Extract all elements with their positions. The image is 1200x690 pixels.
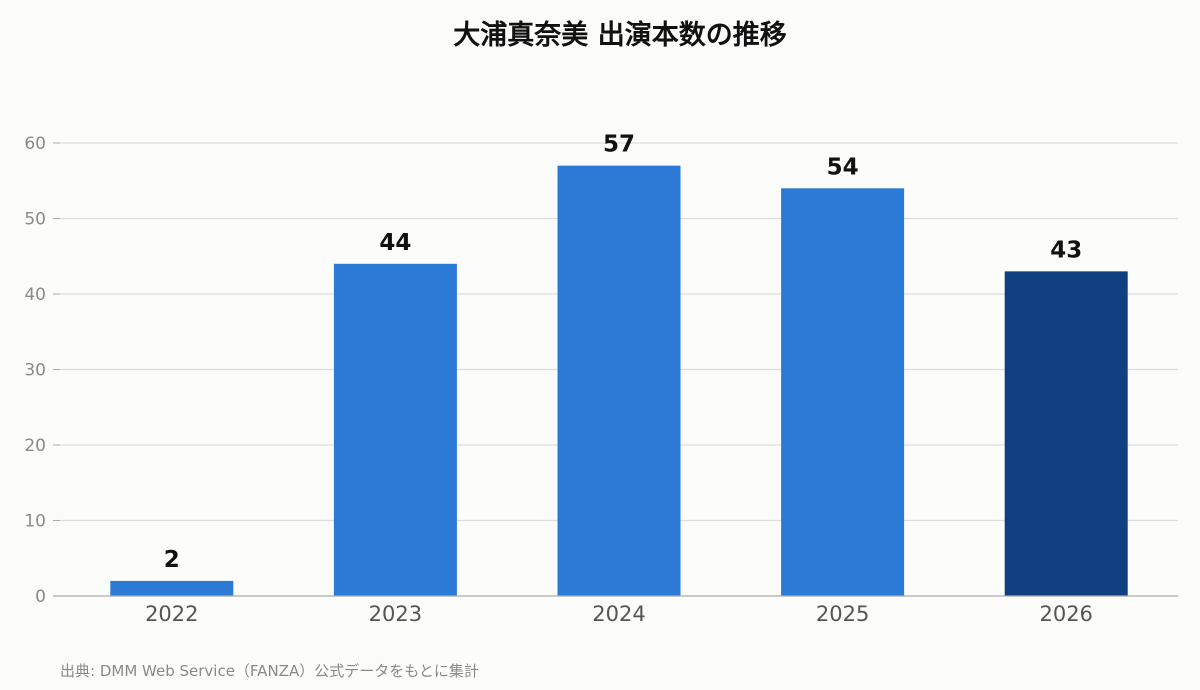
bar-value-label: 43 xyxy=(1050,237,1082,263)
x-axis: 2022 2023 2024 2025 2026 xyxy=(145,602,1093,626)
x-tick-label: 2024 xyxy=(592,602,645,626)
bar-2024 xyxy=(557,165,681,596)
y-tick-label: 0 xyxy=(35,587,46,607)
bar-2023 xyxy=(333,263,457,596)
bar-2026 xyxy=(1004,271,1128,596)
y-tick-label: 30 xyxy=(24,361,46,381)
y-tick-label: 50 xyxy=(24,210,46,230)
x-tick-label: 2023 xyxy=(369,602,422,626)
bars: 2 44 57 54 43 xyxy=(110,132,1128,597)
bar-value-label: 57 xyxy=(603,132,635,158)
bar-value-label: 54 xyxy=(827,154,859,180)
bar-2025 xyxy=(781,188,905,597)
y-tick-label: 20 xyxy=(24,436,46,456)
source-note: 出典: DMM Web Service（FANZA）公式データをもとに集計 xyxy=(60,662,479,680)
y-tick-label: 10 xyxy=(24,512,46,532)
y-axis: 0 10 20 30 40 50 60 xyxy=(24,134,60,607)
x-tick-label: 2026 xyxy=(1039,602,1092,626)
x-tick-label: 2022 xyxy=(145,602,198,626)
chart-title: 大浦真奈美 出演本数の推移 xyxy=(453,19,786,51)
bar-value-label: 2 xyxy=(164,547,180,573)
bar-2022 xyxy=(110,580,234,596)
x-tick-label: 2025 xyxy=(816,602,869,626)
y-tick-label: 40 xyxy=(24,285,46,305)
bar-value-label: 44 xyxy=(379,230,411,256)
y-tick-label: 60 xyxy=(24,134,46,154)
